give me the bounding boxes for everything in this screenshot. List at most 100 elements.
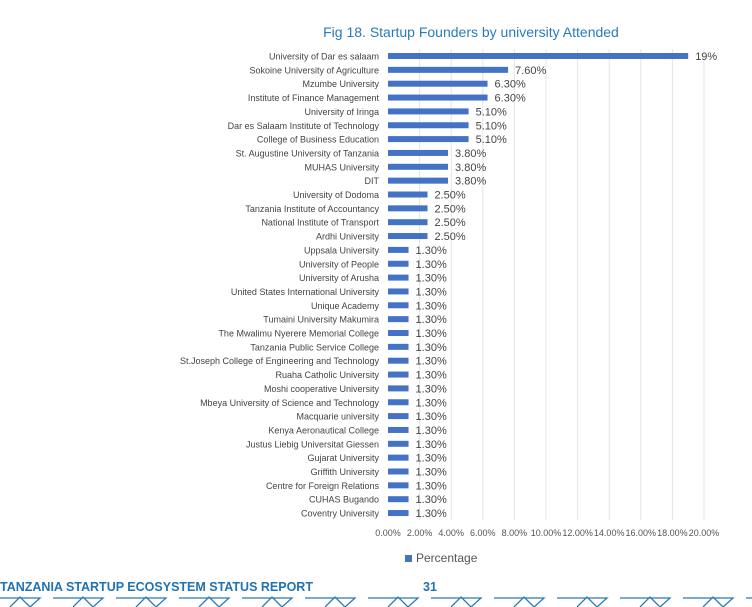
y-category-label: Institute of Finance Management (248, 93, 380, 103)
bar (388, 316, 409, 323)
y-category-label: Tanzania Public Service College (250, 342, 379, 352)
y-category-label: Macquarie university (296, 412, 379, 422)
data-label: 2.50% (435, 190, 466, 202)
bar (388, 260, 409, 267)
y-category-label: CUHAS Bugando (309, 495, 379, 505)
bar (388, 177, 449, 184)
data-label: 2.50% (435, 203, 466, 215)
legend-swatch (405, 555, 412, 562)
data-label: 1.30% (416, 328, 447, 340)
x-tick-label: 2.00% (407, 528, 433, 538)
data-label: 19% (695, 51, 717, 63)
x-tick-label: 14.00% (594, 528, 625, 538)
bar (388, 454, 409, 461)
data-label: 1.30% (416, 453, 447, 465)
x-tick-label: 18.00% (657, 528, 688, 538)
y-category-label: University of Iringa (304, 107, 379, 117)
y-category-label: Ruaha Catholic University (275, 370, 379, 380)
y-category-label: MUHAS University (304, 162, 379, 172)
data-label: 1.30% (416, 425, 447, 437)
data-label: 1.30% (416, 397, 447, 409)
y-category-label: DIT (365, 176, 380, 186)
y-category-label: University of People (299, 259, 379, 269)
bar (388, 385, 409, 392)
y-category-label: Ardhi University (316, 232, 380, 242)
bar (388, 94, 488, 101)
bar (388, 371, 409, 378)
y-category-label: University of Arusha (299, 273, 379, 283)
y-category-label: National Institute of Transport (261, 218, 379, 228)
bar (388, 80, 488, 87)
data-label: 1.30% (416, 356, 447, 368)
y-category-label: Sokoine University of Agriculture (249, 65, 379, 75)
footer-zigzag-decoration (0, 596, 752, 607)
data-label: 6.30% (495, 93, 526, 105)
bar (388, 149, 449, 156)
y-category-label: Gujarat University (307, 453, 379, 463)
bar (388, 343, 409, 350)
data-label: 1.30% (416, 480, 447, 492)
y-category-label: Kenya Aeronautical College (268, 425, 379, 435)
x-tick-label: 10.00% (531, 528, 562, 538)
data-label: 1.30% (416, 467, 447, 479)
y-category-label: St. Augustine University of Tanzania (236, 148, 379, 158)
bar (388, 440, 409, 447)
x-tick-label: 12.00% (562, 528, 593, 538)
data-label: 1.30% (416, 273, 447, 285)
y-category-label: Uppsala University (304, 245, 380, 255)
data-label: 1.30% (416, 300, 447, 312)
data-label: 1.30% (416, 508, 447, 520)
legend: Percentage (405, 551, 477, 565)
data-label: 1.30% (416, 383, 447, 395)
x-tick-label: 4.00% (438, 528, 464, 538)
y-category-label: Tumaini University Makumira (263, 315, 379, 325)
bar (388, 510, 409, 517)
data-label: 1.30% (416, 245, 447, 257)
x-tick-label: 16.00% (626, 528, 657, 538)
bar (388, 357, 409, 364)
bar (388, 205, 428, 212)
bar (388, 302, 409, 309)
y-category-label: Unique Academy (311, 301, 380, 311)
y-category-label: Dar es Salaam Institute of Technology (228, 121, 380, 131)
y-category-label: United States International University (231, 287, 380, 297)
bar (388, 288, 409, 295)
x-tick-label: 20.00% (689, 528, 720, 538)
bar (388, 482, 409, 489)
page-number: 31 (423, 580, 437, 594)
y-category-label: The Mwalimu Nyerere Memorial College (218, 329, 379, 339)
x-tick-label: 8.00% (502, 528, 528, 538)
bar (388, 468, 409, 475)
data-label: 7.60% (515, 65, 546, 77)
bar (388, 163, 449, 170)
data-label: 1.30% (416, 286, 447, 298)
bar (388, 191, 428, 198)
bar (388, 122, 469, 129)
y-category-label: Mzumbe University (302, 79, 379, 89)
data-label: 6.30% (495, 79, 526, 91)
bar (388, 219, 428, 226)
y-category-label: Griffith University (311, 467, 380, 477)
bar (388, 426, 409, 433)
data-label: 1.30% (416, 411, 447, 423)
y-category-label: University of Dar es salaam (269, 52, 379, 62)
bar (388, 274, 409, 281)
data-label: 1.30% (416, 439, 447, 451)
data-label: 1.30% (416, 370, 447, 382)
y-category-label: Mbeya University of Science and Technolo… (200, 398, 379, 408)
bar (388, 136, 469, 143)
bar (388, 413, 409, 420)
data-label: 5.10% (476, 106, 507, 118)
y-category-label: Tanzania Institute of Accountancy (245, 204, 379, 214)
y-category-label: Coventry University (301, 509, 380, 519)
y-category-label: University of Dodoma (293, 190, 379, 200)
data-label: 2.50% (435, 231, 466, 243)
data-label: 1.30% (416, 342, 447, 354)
y-category-label: Centre for Foreign Relations (266, 481, 380, 491)
footer-report-title: TANZANIA STARTUP ECOSYSTEM STATUS REPORT (0, 580, 313, 594)
bar (388, 246, 409, 253)
y-category-label: Moshi cooperative University (264, 384, 380, 394)
bar (388, 496, 409, 503)
data-label: 1.30% (416, 494, 447, 506)
data-label: 1.30% (416, 259, 447, 271)
